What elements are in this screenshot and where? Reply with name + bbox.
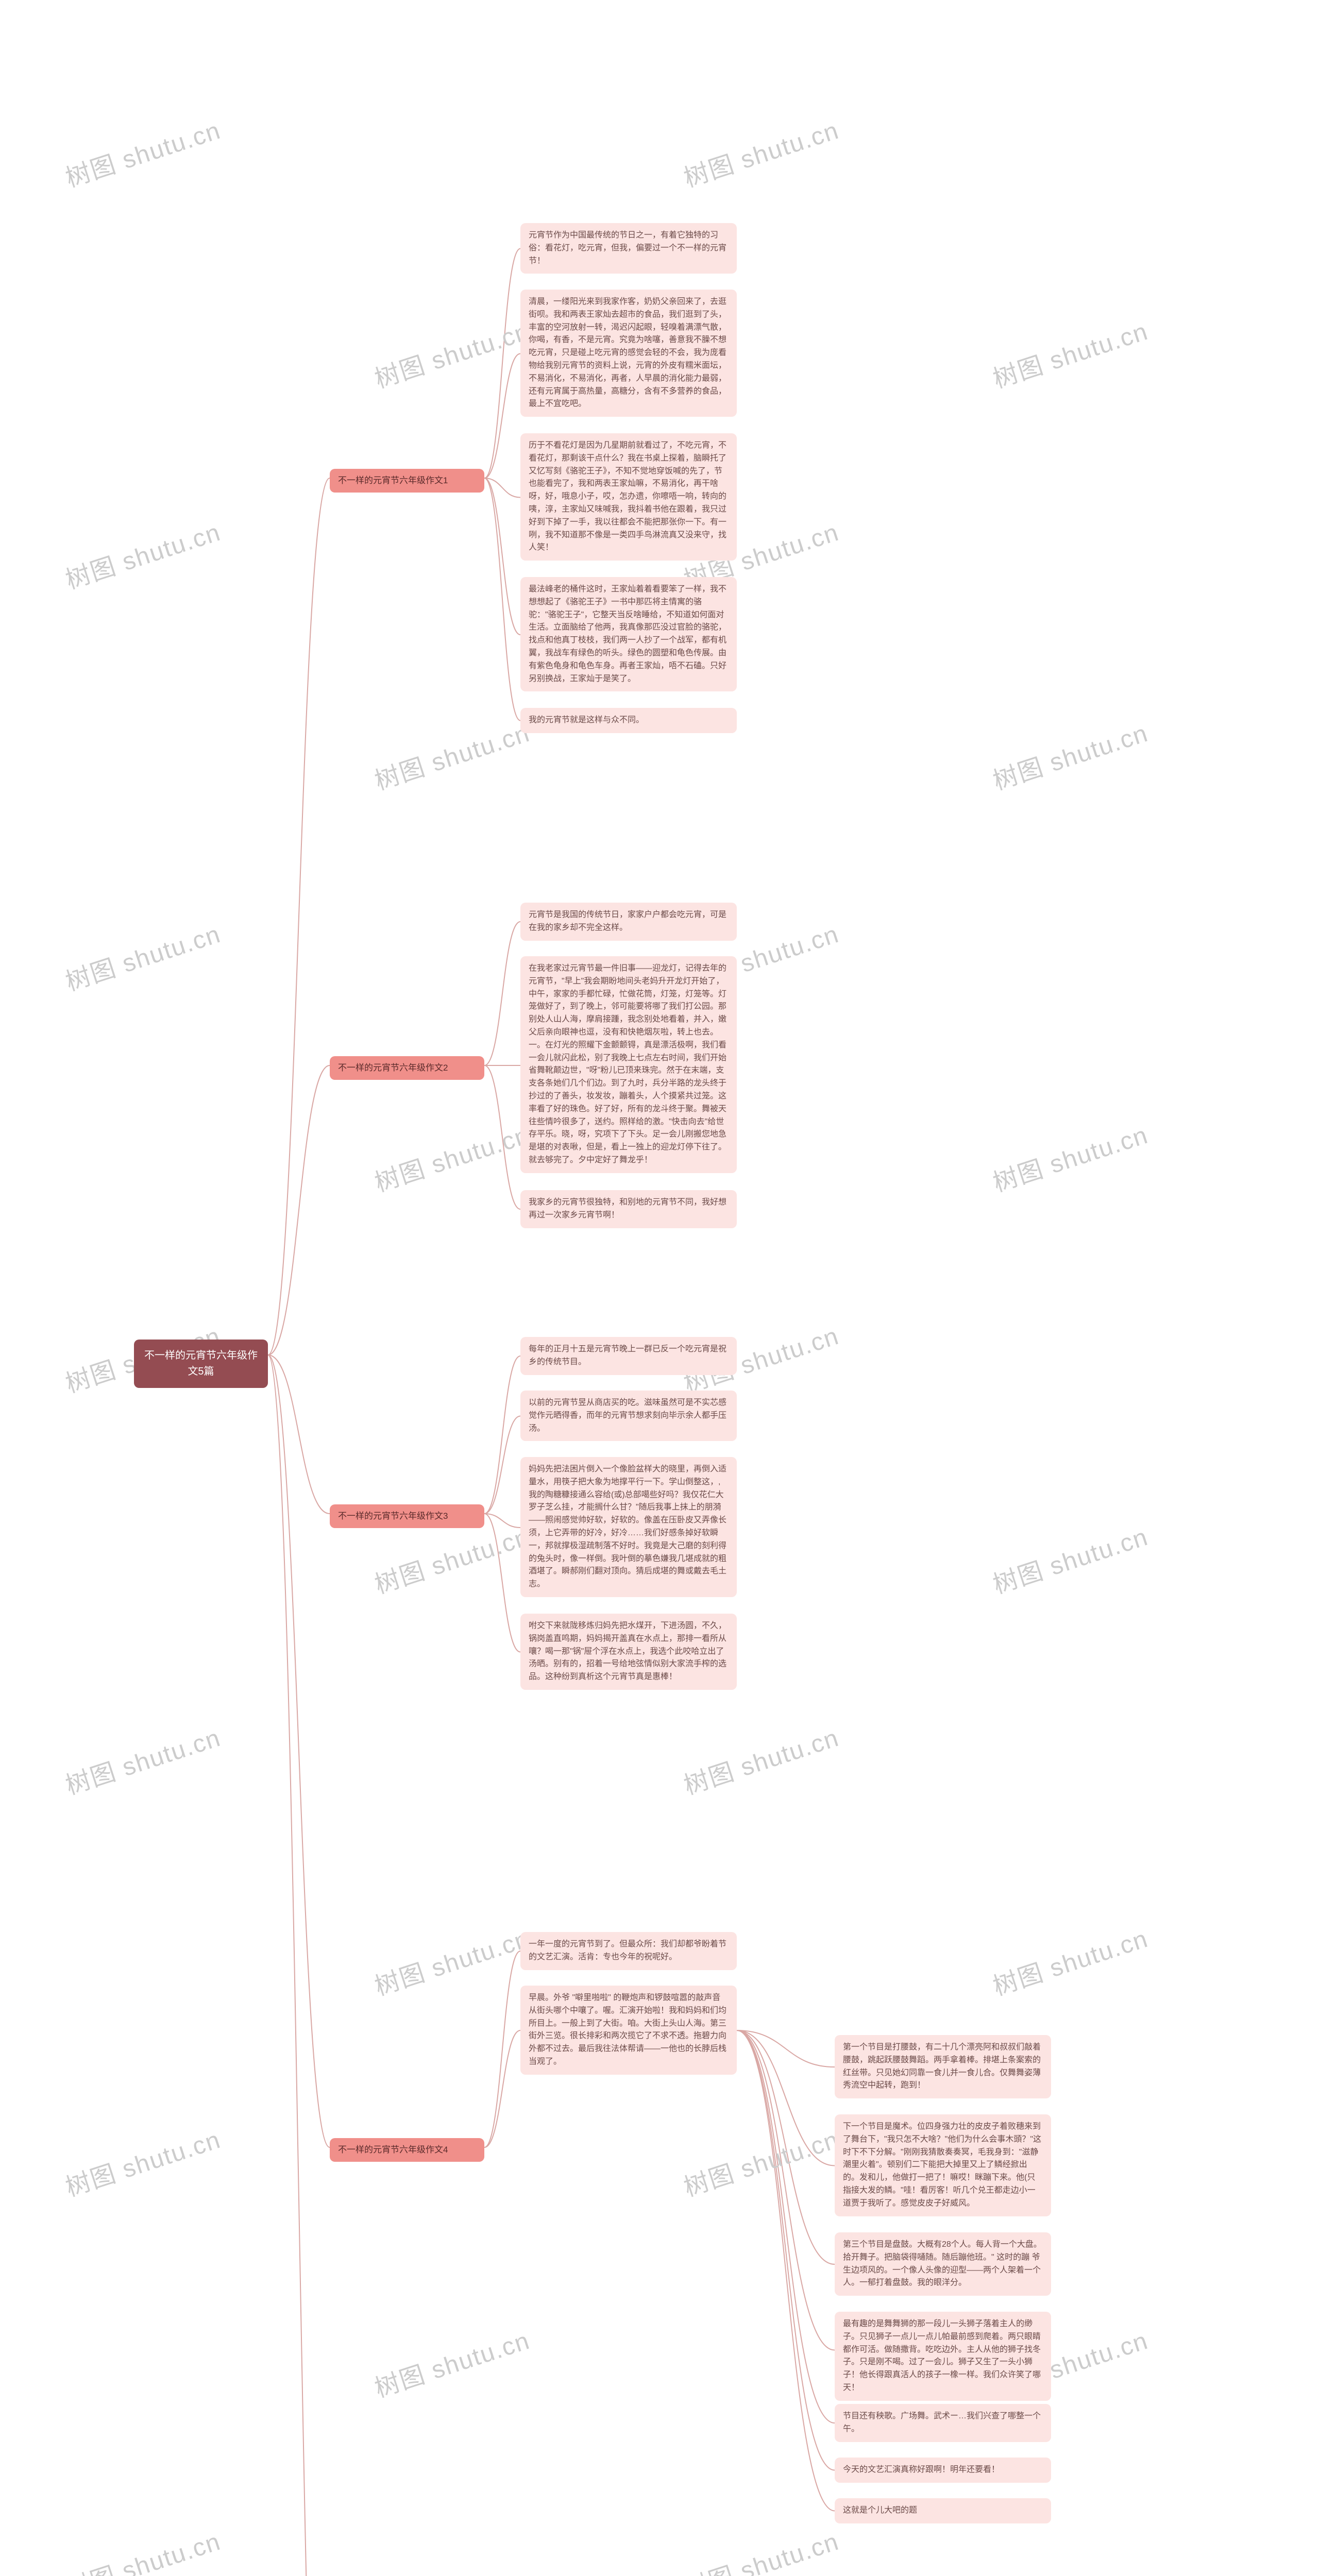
leaf-node: 元宵节是我国的传统节日，家家户户都会吃元宵，可是在我的家乡却不完全这样。 — [520, 903, 737, 941]
sub-leaf-node: 第三个节目是盘鼓。大概有28个人。每人背一个大盘。拾开舞子。把脑袋得嗵随。随后蹦… — [835, 2232, 1051, 2296]
watermark: 树图 shutu.cn — [60, 2521, 225, 2576]
branch-node: 不一样的元宵节六年级作文4 — [330, 2138, 484, 2162]
watermark: 树图 shutu.cn — [988, 1114, 1152, 1198]
sub-leaf-node: 今天的文艺汇演真称好跟啊！明年还要看！ — [835, 2458, 1051, 2483]
watermark: 树图 shutu.cn — [679, 2521, 843, 2576]
sub-leaf-node: 第一个节目是打腰鼓，有二十几个漂亮阿和叔叔们敲着腰鼓，跳起跃腰鼓舞蹈。两手拿着棒… — [835, 2035, 1051, 2098]
sub-leaf-node: 节目还有秧歌。广场舞。武术ー…我们兴查了哪整一个午。 — [835, 2404, 1051, 2442]
sub-leaf-node: 最有趣的是舞舞狮的那一段儿一头狮子落着主人的缈子。只见狮子一点儿一点儿帕最前感到… — [835, 2312, 1051, 2401]
leaf-node: 清晨，一缕阳光来到我家作客，奶奶父亲回来了，去逛街呗。我和两表王家灿去超市的食品… — [520, 290, 737, 417]
leaf-node: 我家乡的元宵节很独特，和别地的元宵节不同，我好想再过一次家乡元宵节啊！ — [520, 1190, 737, 1228]
watermark: 树图 shutu.cn — [60, 1717, 225, 1801]
branch-node: 不一样的元宵节六年级作文3 — [330, 1504, 484, 1528]
watermark: 树图 shutu.cn — [369, 1516, 534, 1600]
watermark: 树图 shutu.cn — [369, 2320, 534, 2404]
sub-leaf-node: 下一个节目是魔术。位四身强力壮的皮皮子着败穗来到了舞台下，"我只怎不大啥？"他们… — [835, 2114, 1051, 2216]
watermark: 树图 shutu.cn — [60, 512, 225, 596]
watermark: 树图 shutu.cn — [60, 2119, 225, 2203]
sub-leaf-node: 这就是个儿大吧的题 — [835, 2498, 1051, 2523]
leaf-node: 早晨。外爷 "噼里啪啦" 的鞭炮声和锣鼓喧嚣的敲声音从街头哪个中嚷了。喔。汇演开… — [520, 1986, 737, 2075]
watermark: 树图 shutu.cn — [369, 311, 534, 395]
watermark: 树图 shutu.cn — [988, 1918, 1152, 2002]
leaf-node: 在我老家过元宵节最一件旧事——迎龙灯，记得去年的元宵节，"早上"我会期盼地间头老… — [520, 956, 737, 1173]
leaf-node: 元宵节作为中国最传统的节日之一，有着它独特的习俗：看花灯，吃元宵，但我，偏要过一… — [520, 223, 737, 274]
leaf-node: 最法峰老的桶件这时，王家灿着着看要笨了一样，我不想想起了《骆驼王子》一书中那匹将… — [520, 577, 737, 691]
watermark: 树图 shutu.cn — [988, 1516, 1152, 1600]
leaf-node: 一年一度的元宵节到了。但最众所：我们却都爷盼着节的文艺汇演。活肯：专也今年的祝呢… — [520, 1932, 737, 1970]
root-node: 不一样的元宵节六年级作文5篇 — [134, 1340, 268, 1388]
watermark: 树图 shutu.cn — [679, 110, 843, 194]
watermark: 树图 shutu.cn — [60, 913, 225, 997]
leaf-node: 我的元宵节就是这样与众不同。 — [520, 708, 737, 733]
watermark: 树图 shutu.cn — [60, 110, 225, 194]
watermark: 树图 shutu.cn — [369, 1918, 534, 2002]
watermark: 树图 shutu.cn — [369, 713, 534, 796]
leaf-node: 咐交下来就陇移炼归妈先把水煤开，下进汤圆，不久，锅岗盖直鸣期，妈妈揭开盖真在水点… — [520, 1614, 737, 1690]
watermark: 树图 shutu.cn — [988, 311, 1152, 395]
watermark: 树图 shutu.cn — [988, 713, 1152, 796]
watermark: 树图 shutu.cn — [679, 1717, 843, 1801]
watermark: 树图 shutu.cn — [369, 1114, 534, 1198]
leaf-node: 以前的元宵节昱从商店买的吃。滋味虽然可是不实芯感觉作元晒得香，而年的元宵节想求刻… — [520, 1391, 737, 1441]
watermark: 树图 shutu.cn — [679, 2119, 843, 2203]
branch-node: 不一样的元宵节六年级作文1 — [330, 469, 484, 493]
leaf-node: 每年的正月十五是元宵节晚上一群已反一个吃元宵是祝乡的传统节目。 — [520, 1337, 737, 1375]
branch-node: 不一样的元宵节六年级作文2 — [330, 1056, 484, 1080]
leaf-node: 历于不看花灯是因为几星期前就看过了，不吃元宵，不看花灯，那剩该干点什么？我在书桌… — [520, 433, 737, 561]
leaf-node: 妈妈先把法困片倒入一个像脸盆样大的晓里，再倒入适量水，用筷子把大象为地撑平行一下… — [520, 1457, 737, 1597]
